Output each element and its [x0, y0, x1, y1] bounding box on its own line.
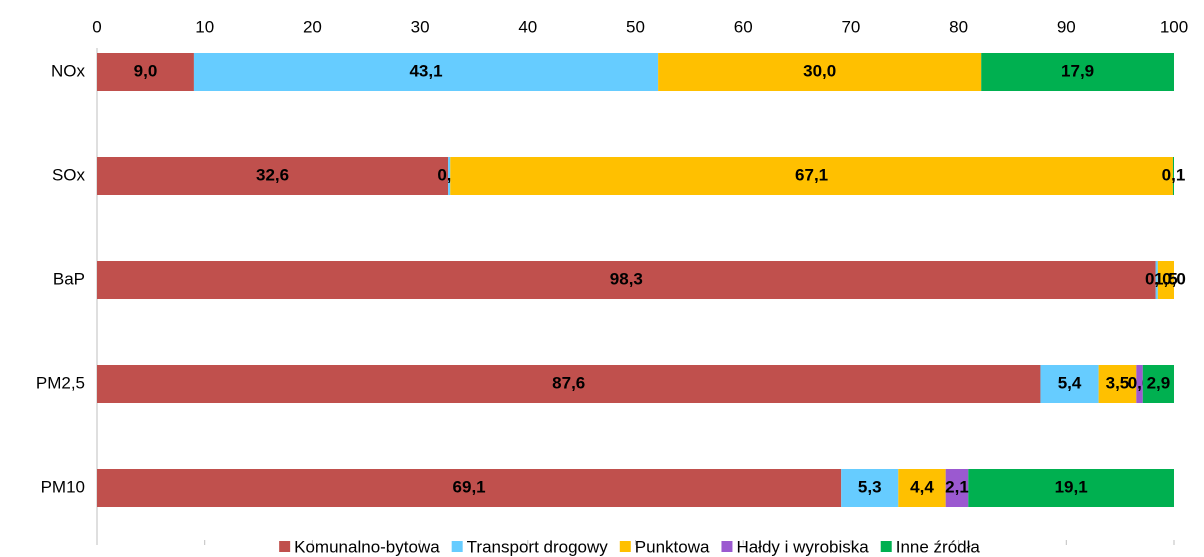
legend-swatch: [880, 541, 892, 552]
bar-segment: [1098, 365, 1137, 403]
value-label: 0,0: [1162, 269, 1186, 288]
value-label: 98,3: [610, 269, 643, 288]
legend-label: Transport drogowy: [467, 537, 609, 556]
x-tick-label: 80: [949, 17, 968, 36]
bar-segment: [97, 469, 842, 507]
legend-label: Komunalno-bytowa: [294, 537, 440, 556]
bar-segment: [981, 53, 1174, 91]
value-label: 19,1: [1055, 477, 1088, 496]
bar-segment: [968, 469, 1174, 507]
bar-segment: [97, 365, 1041, 403]
x-tick-label: 20: [303, 17, 322, 36]
value-label: 30,0: [803, 61, 836, 80]
bar-segment: [841, 469, 899, 507]
bar-segment: [1040, 365, 1099, 403]
value-label: 87,6: [552, 373, 585, 392]
x-tick-label: 10: [195, 17, 214, 36]
value-label: 2,9: [1147, 373, 1171, 392]
value-label: 69,1: [453, 477, 486, 496]
category-label: BaP: [53, 269, 85, 288]
legend-label: Punktowa: [635, 537, 710, 556]
x-tick-label: 40: [518, 17, 537, 36]
category-label: NOx: [51, 61, 86, 80]
x-tick-label: 70: [841, 17, 860, 36]
bar-segment: [97, 157, 449, 195]
bar-segment: [97, 53, 194, 91]
value-label: 3,5: [1106, 373, 1130, 392]
legend-label: Hałdy i wyrobiska: [736, 537, 869, 556]
x-tick-label: 50: [626, 17, 645, 36]
bar-segment: [1172, 157, 1174, 195]
value-label: 2,1: [945, 477, 969, 496]
category-label: PM10: [41, 477, 85, 496]
category-label: PM2,5: [36, 373, 85, 392]
x-tick-label: 0: [92, 17, 101, 36]
legend-swatch: [451, 541, 463, 552]
value-label: 5,4: [1058, 373, 1082, 392]
bar-segment: [945, 469, 969, 507]
bar-segment: [658, 53, 982, 91]
value-label: 0,1: [1162, 165, 1186, 184]
value-label: 32,6: [256, 165, 289, 184]
value-label: 5,3: [858, 477, 882, 496]
legend-swatch: [619, 541, 631, 552]
bar-segment: [1136, 365, 1143, 403]
x-tick-label: 60: [734, 17, 753, 36]
value-label: 43,1: [409, 61, 442, 80]
bar-segment: [193, 53, 659, 91]
bar-segment: [448, 157, 451, 195]
value-label: 9,0: [134, 61, 158, 80]
x-tick-label: 100: [1160, 17, 1188, 36]
value-label: 1,5: [1154, 269, 1178, 288]
x-tick-label: 90: [1057, 17, 1076, 36]
bar-segment: [898, 469, 946, 507]
bar-segment: [1157, 261, 1174, 299]
category-label: SOx: [52, 165, 86, 184]
value-label: 4,4: [910, 477, 934, 496]
legend-swatch: [279, 541, 291, 552]
bar-segment: [450, 157, 1173, 195]
bar-segment: [97, 261, 1156, 299]
x-tick-label: 30: [411, 17, 430, 36]
legend-label: Inne źródła: [896, 537, 981, 556]
value-label: 67,1: [795, 165, 828, 184]
bar-segment: [1155, 261, 1158, 299]
bar-segment: [1142, 365, 1174, 403]
legend-swatch: [721, 541, 733, 552]
value-label: 17,9: [1061, 61, 1094, 80]
